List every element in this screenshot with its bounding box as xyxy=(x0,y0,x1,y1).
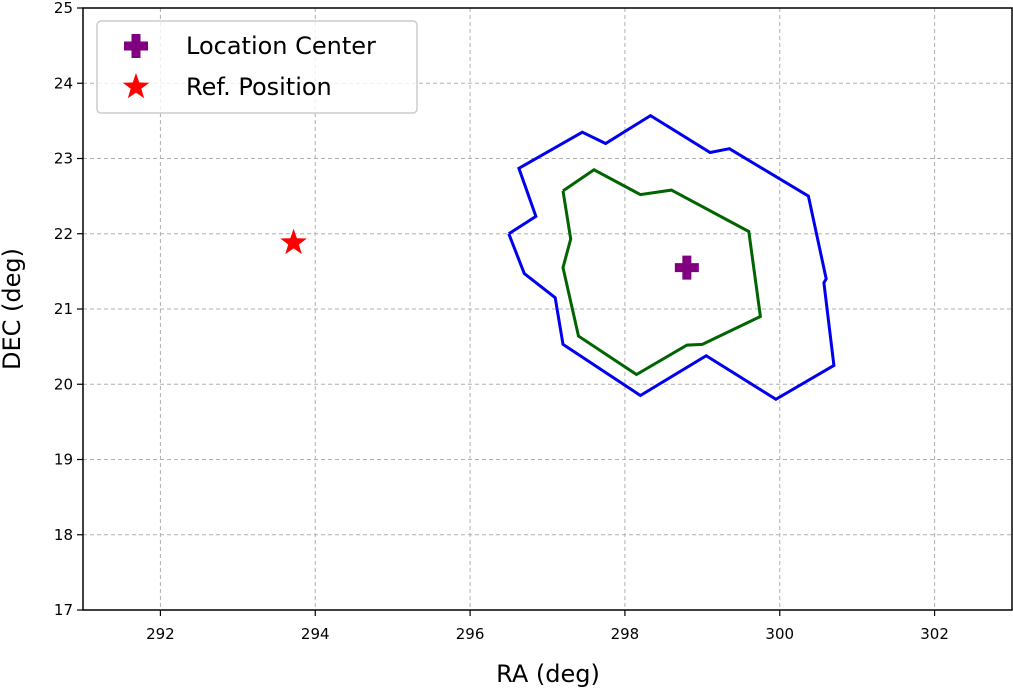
ref-position-marker xyxy=(280,228,307,255)
y-tick-label: 24 xyxy=(54,74,73,92)
markers xyxy=(280,228,699,280)
legend-star-icon xyxy=(122,73,150,99)
y-tick-label: 20 xyxy=(54,375,73,393)
y-tick-label: 23 xyxy=(54,150,73,168)
y-tick-label: 19 xyxy=(54,451,73,469)
x-axis-label: RA (deg) xyxy=(496,660,600,688)
x-axis: 292 294 296 298 300 302 xyxy=(146,610,949,643)
y-tick-label: 21 xyxy=(54,300,73,318)
location-center-marker xyxy=(674,255,699,280)
contours xyxy=(507,113,836,402)
y-tick-label: 25 xyxy=(54,0,73,17)
legend-ref-position-symbol xyxy=(122,73,150,99)
legend-location-center-symbol xyxy=(124,34,148,58)
y-tick-label: 18 xyxy=(54,526,73,544)
x-tick-label: 302 xyxy=(920,625,949,643)
x-tick-label: 296 xyxy=(456,625,485,643)
x-tick-label: 294 xyxy=(301,625,330,643)
legend-label-ref-position: Ref. Position xyxy=(186,73,332,101)
legend-box xyxy=(96,20,418,114)
y-tick-label: 22 xyxy=(54,225,73,243)
y-tick-label: 17 xyxy=(54,601,73,619)
legend-label-location-center: Location Center xyxy=(186,32,376,60)
outer-contour xyxy=(507,113,836,402)
legend: Location Center Ref. Position xyxy=(96,20,418,114)
x-tick-label: 292 xyxy=(146,625,175,643)
x-tick-label: 298 xyxy=(611,625,640,643)
legend-plus-icon xyxy=(124,34,148,58)
y-axis: 17 18 19 20 21 22 23 24 25 xyxy=(54,0,83,619)
y-axis-label: DEC (deg) xyxy=(0,248,26,370)
x-tick-label: 300 xyxy=(765,625,794,643)
inner-contour xyxy=(561,168,763,377)
